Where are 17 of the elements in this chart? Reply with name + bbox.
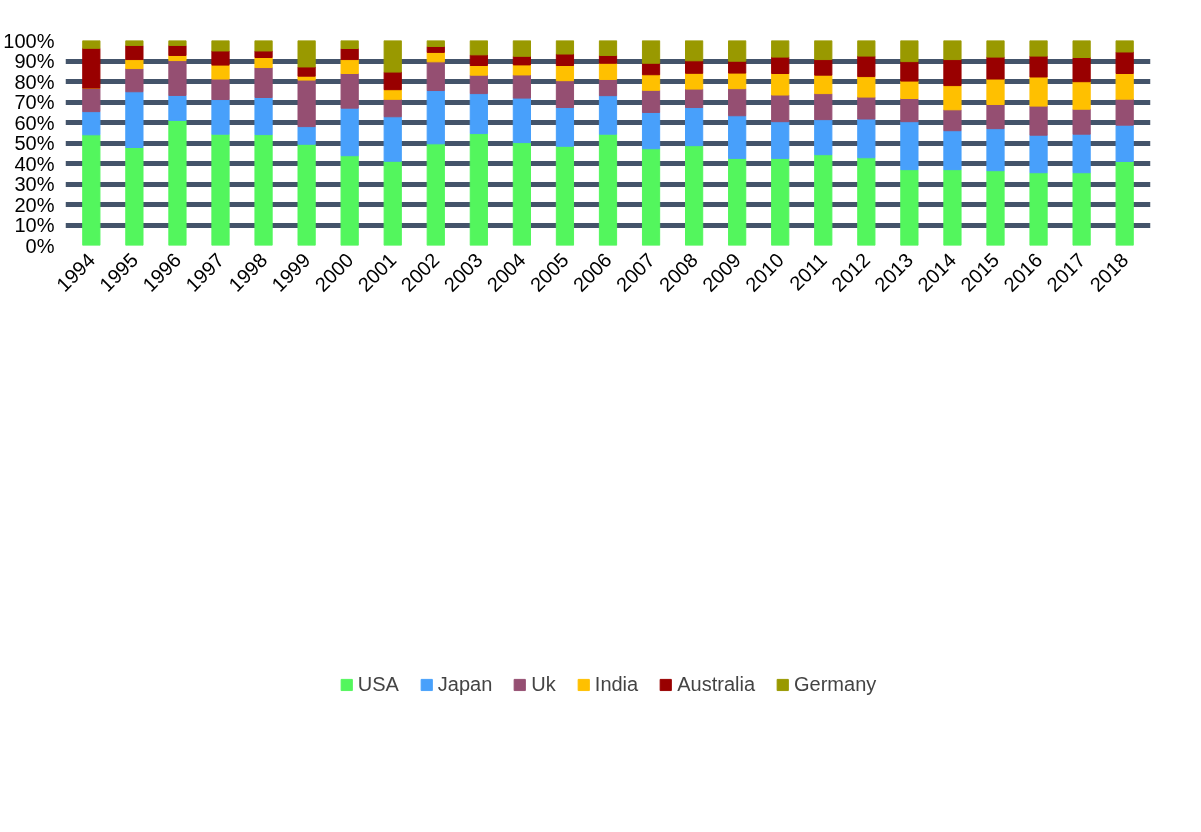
y-tick-label: 80% — [14, 70, 55, 93]
y-tick-label: 90% — [14, 50, 55, 72]
y-tick-label: 30% — [14, 173, 55, 195]
legend-label: India — [594, 672, 639, 696]
y-tick-label: 50% — [14, 132, 55, 154]
legend-label: Australia — [677, 672, 756, 696]
y-tick-label: 70% — [14, 91, 55, 113]
legend-label: Uk — [531, 672, 556, 696]
legend-label: USA — [357, 672, 399, 696]
y-tick-label: 20% — [14, 193, 55, 216]
y-tick-label: 40% — [14, 152, 55, 175]
y-tick-label: 0% — [25, 234, 55, 257]
y-tick-label: 10% — [14, 214, 55, 236]
legend-label: Japan — [437, 672, 493, 696]
y-tick-label: 60% — [14, 111, 55, 134]
legend-label: Germany — [794, 672, 877, 696]
y-tick-label: 100% — [3, 29, 55, 52]
